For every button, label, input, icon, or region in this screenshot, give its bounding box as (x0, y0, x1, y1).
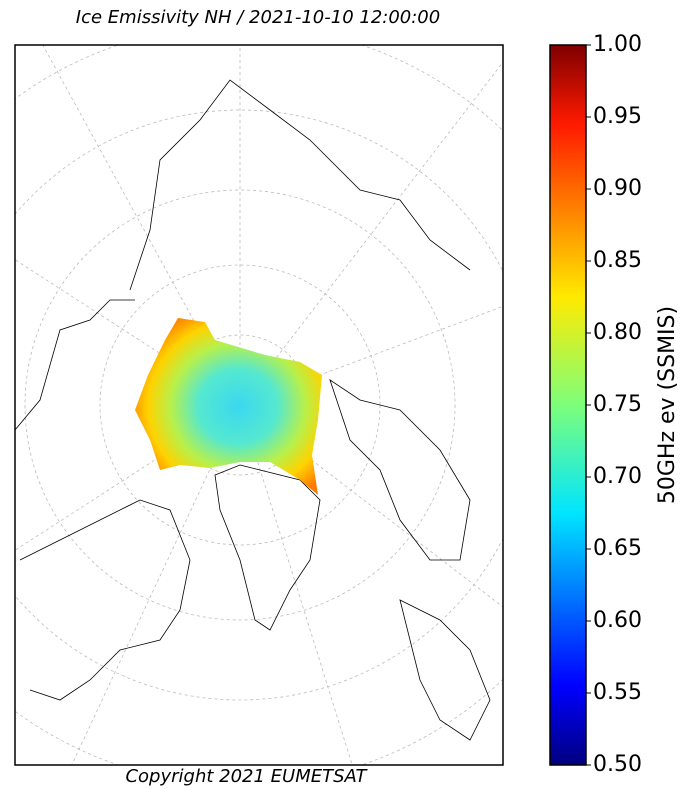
ice-field (135, 318, 322, 495)
colorbar-tick-label: 0.50 (593, 752, 642, 777)
colorbar-tick-label: 0.80 (593, 320, 642, 345)
colorbar-tick-label: 0.55 (593, 680, 642, 705)
colorbar-tick-label: 0.75 (593, 392, 642, 417)
colorbar (549, 44, 587, 766)
colorbar-tick-label: 0.95 (593, 104, 642, 129)
colorbar-tick-label: 0.90 (593, 176, 642, 201)
map-area (15, 45, 503, 765)
colorbar-tick-label: 1.00 (593, 32, 642, 57)
colorbar-tick-label: 0.85 (593, 248, 642, 273)
map-frame (14, 44, 504, 766)
colorbar-tick-label: 0.60 (593, 608, 642, 633)
colorbar-tick-label: 0.70 (593, 464, 642, 489)
colorbar-label: 50GHz ev (SSMIS) (655, 306, 680, 504)
coastlines (15, 79, 491, 741)
colorbar-tick-label: 0.65 (593, 536, 642, 561)
copyright: Copyright 2021 EUMETSAT (125, 766, 368, 787)
map-title: Ice Emissivity NH / 2021-10-10 12:00:00 (76, 7, 440, 28)
